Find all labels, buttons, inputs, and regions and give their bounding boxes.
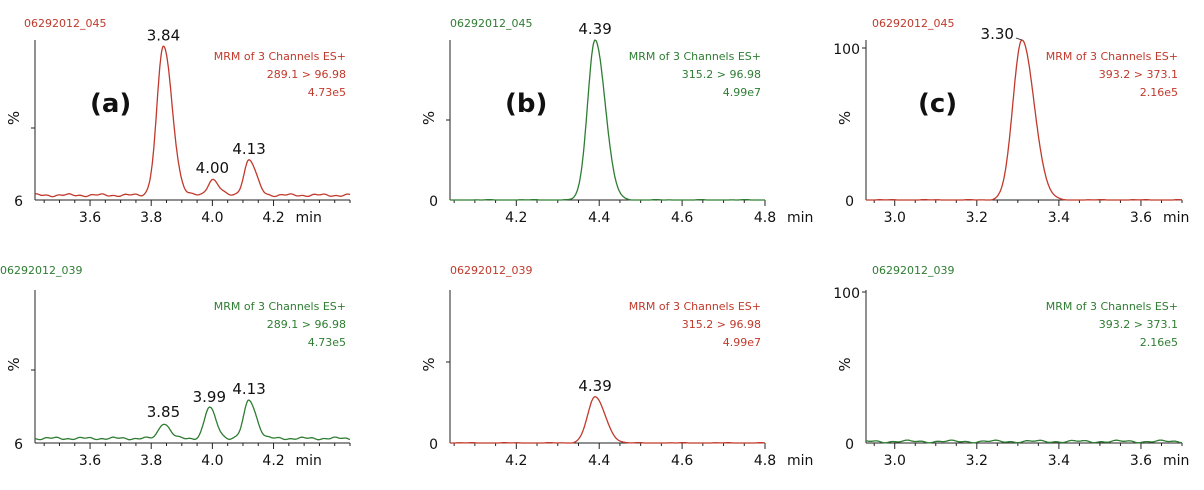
x-axis-unit: min [1163, 453, 1189, 469]
x-axis-unit: min [296, 453, 322, 469]
chromatogram-panel-1: 06292012_045 MRM of 3 Channels ES+ 289.1 >… [5, 17, 351, 226]
y-axis-label: % [5, 357, 23, 371]
panel-label: (b) [505, 89, 547, 119]
x-tick-label: 3.8 [140, 210, 162, 226]
x-tick-label: 4.4 [588, 453, 610, 469]
x-tick-label: 4.6 [671, 210, 693, 226]
x-tick-label: 4.6 [671, 453, 693, 469]
y-tick-label: 100 [833, 286, 860, 302]
y-axis-label: % [836, 111, 854, 125]
x-tick-label: 3.4 [1048, 210, 1070, 226]
x-tick-label: 3.6 [1130, 210, 1152, 226]
x-tick-label: 4.0 [201, 453, 223, 469]
x-tick-label: 4.2 [262, 210, 284, 226]
channel-info-line: 4.99e7 [723, 86, 761, 99]
channel-info-line: MRM of 3 Channels ES+ [1046, 50, 1178, 63]
chromatogram-trace [34, 45, 351, 198]
x-tick-label: 3.6 [1130, 453, 1152, 469]
x-tick-label: 3.6 [79, 453, 101, 469]
y-axis-label: % [420, 357, 438, 371]
chromatogram-trace [866, 39, 1183, 201]
y-axis-label: % [5, 111, 23, 125]
chromatogram-trace [34, 399, 351, 441]
panel-label: (a) [90, 89, 131, 119]
x-tick-label: 4.0 [201, 210, 223, 226]
chromatogram-panel-2: 06292012_045 MRM of 3 Channels ES+ 315.2 >… [420, 17, 813, 226]
panel-title: 06292012_039 [0, 264, 82, 277]
chromatogram-trace [449, 39, 765, 201]
peak-label: 4.39 [578, 377, 611, 395]
channel-info-line: 4.73e5 [308, 336, 346, 349]
chromatogram-trace [865, 439, 1183, 444]
x-tick-label: 4.8 [754, 210, 776, 226]
x-tick-label: 3.6 [79, 210, 101, 226]
chromatogram-panel-4: 06292012_039 MRM of 3 Channels ES+ 289.1 >… [0, 264, 351, 469]
channel-info-line: 4.73e5 [308, 86, 346, 99]
x-tick-label: 3.2 [966, 210, 988, 226]
channel-info-line: 393.2 > 373.1 [1099, 318, 1178, 331]
x-axis-unit: min [787, 210, 813, 226]
peak-label: 3.99 [193, 388, 226, 406]
peak-label: 3.84 [147, 26, 180, 44]
x-axis-unit: min [787, 453, 813, 469]
panel-label: (c) [918, 89, 957, 119]
peak-leader [1015, 37, 1023, 41]
chromatogram-panel-5: 06292012_039 MRM of 3 Channels ES+ 315.2 >… [420, 264, 813, 469]
channel-info-line: MRM of 3 Channels ES+ [214, 50, 346, 63]
chromatogram-panel-3: 06292012_045 MRM of 3 Channels ES+ 393.2 >… [833, 17, 1189, 226]
channel-info-line: 4.99e7 [723, 336, 761, 349]
y-axis-label: % [836, 357, 854, 371]
panel-title: 06292012_039 [450, 264, 532, 277]
y-tick-label: 100 [833, 42, 860, 58]
chromatogram-trace [450, 396, 765, 444]
channel-info-line: 315.2 > 96.98 [682, 318, 761, 331]
y-tick-label: 0 [429, 437, 438, 453]
y-tick-label: 6 [14, 194, 23, 210]
channel-info-line: MRM of 3 Channels ES+ [1046, 300, 1178, 313]
peak-label: 4.00 [196, 159, 229, 177]
y-axis-label: % [420, 111, 438, 125]
peak-label: 3.85 [147, 403, 180, 421]
channel-info-line: 289.1 > 96.98 [267, 68, 346, 81]
channel-info-line: 393.2 > 373.1 [1099, 68, 1178, 81]
channel-info-line: 2.16e5 [1140, 86, 1178, 99]
x-tick-label: 3.8 [140, 453, 162, 469]
x-tick-label: 3.2 [966, 453, 988, 469]
y-tick-label: 0 [429, 194, 438, 210]
y-tick-label: 0 [845, 194, 854, 210]
channel-info-line: MRM of 3 Channels ES+ [629, 300, 761, 313]
panel-title: 06292012_045 [450, 17, 532, 30]
x-tick-label: 4.2 [262, 453, 284, 469]
peak-label: 4.39 [578, 20, 611, 38]
peak-label: 4.13 [232, 140, 265, 158]
panel-title: 06292012_045 [24, 17, 106, 30]
panel-title: 06292012_045 [872, 17, 954, 30]
chromatogram-panel-6: 06292012_039 MRM of 3 Channels ES+ 393.2 >… [833, 264, 1189, 469]
x-axis-unit: min [296, 210, 322, 226]
x-tick-label: 4.2 [505, 453, 527, 469]
x-tick-label: 3.4 [1048, 453, 1070, 469]
x-tick-label: 4.4 [588, 210, 610, 226]
x-tick-label: 3.0 [884, 453, 906, 469]
channel-info-line: 2.16e5 [1140, 336, 1178, 349]
channel-info-line: 315.2 > 96.98 [682, 68, 761, 81]
x-tick-label: 3.0 [884, 210, 906, 226]
panel-title: 06292012_039 [872, 264, 954, 277]
channel-info-line: 289.1 > 96.98 [267, 318, 346, 331]
y-tick-label: 6 [14, 437, 23, 453]
x-tick-label: 4.2 [505, 210, 527, 226]
peak-label: 4.13 [232, 380, 265, 398]
x-tick-label: 4.8 [754, 453, 776, 469]
x-axis-unit: min [1163, 210, 1189, 226]
channel-info-line: MRM of 3 Channels ES+ [629, 50, 761, 63]
peak-label: 3.30 [981, 25, 1014, 43]
channel-info-line: MRM of 3 Channels ES+ [214, 300, 346, 313]
y-tick-label: 0 [845, 437, 854, 453]
